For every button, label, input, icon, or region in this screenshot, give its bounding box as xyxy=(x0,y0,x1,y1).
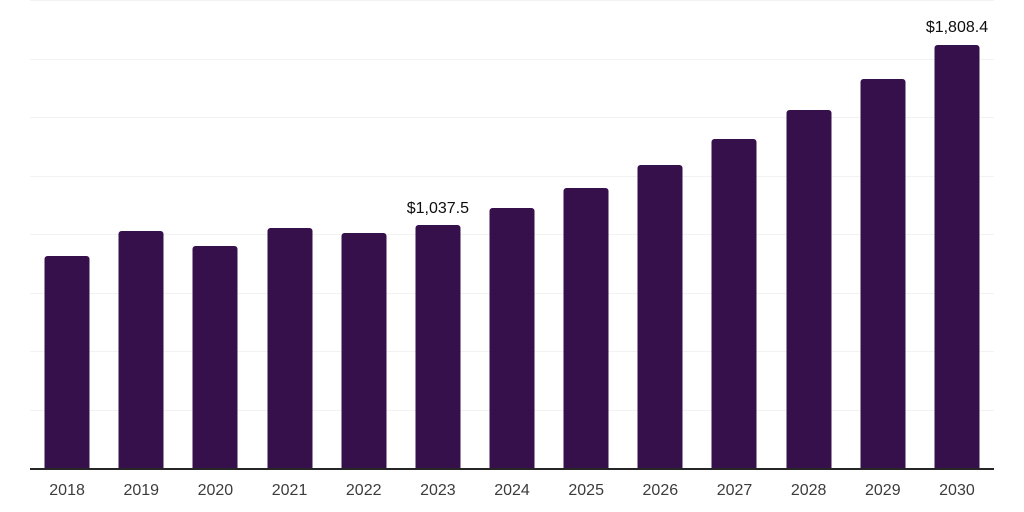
bar-cell-2026 xyxy=(623,0,697,468)
x-axis-line xyxy=(30,468,994,470)
bar-2030 xyxy=(934,44,980,468)
bar-cell-2027 xyxy=(697,0,771,468)
bar-2025 xyxy=(563,188,609,468)
x-tick-2025: 2025 xyxy=(568,482,604,499)
x-tick-2030: 2030 xyxy=(939,482,975,499)
x-tick-2019: 2019 xyxy=(123,482,160,499)
data-label-2023: $1,037.5 xyxy=(406,199,469,217)
bar-cell-2029 xyxy=(846,0,920,468)
x-tick-2023: 2023 xyxy=(420,482,456,499)
x-tick-2026: 2026 xyxy=(642,482,679,499)
bars-container: $1,037.5 $1,808.4 xyxy=(30,0,994,468)
bar-2021 xyxy=(267,228,313,468)
bar-2029 xyxy=(860,79,906,468)
bar-cell-2028 xyxy=(772,0,846,468)
gridline-1750 xyxy=(30,58,994,60)
bar-2018 xyxy=(44,256,90,468)
bar-cell-2030: $1,808.4 xyxy=(920,0,994,468)
bar-cell-2019 xyxy=(104,0,178,468)
bar-2026 xyxy=(637,165,683,468)
bar-2024 xyxy=(489,208,535,468)
gridline-1500 xyxy=(30,117,994,118)
gridline-1250 xyxy=(30,175,994,177)
x-axis-labels: 2018 2019 2020 2021 2022 2023 2024 2025 2026 2027… xyxy=(30,482,994,500)
x-tick-2021: 2021 xyxy=(271,482,308,499)
x-tick-2022: 2022 xyxy=(345,482,382,499)
bar-cell-2020 xyxy=(178,0,252,468)
x-tick-2027: 2027 xyxy=(716,482,753,499)
bar-cell-2023: $1,037.5 xyxy=(401,0,475,468)
bar-2027 xyxy=(711,138,757,468)
bar-cell-2022 xyxy=(327,0,401,468)
bar-2020 xyxy=(192,246,238,468)
bar-cell-2025 xyxy=(549,0,623,468)
bar-cell-2021 xyxy=(252,0,326,468)
x-tick-2024: 2024 xyxy=(494,482,530,499)
x-tick-2018: 2018 xyxy=(49,482,85,499)
bar-cell-2018 xyxy=(30,0,104,468)
gridline-2000 xyxy=(30,0,994,1)
bar-2019 xyxy=(118,230,164,468)
x-tick-2028: 2028 xyxy=(790,482,827,499)
data-label-2030: $1,808.4 xyxy=(925,19,989,37)
bar-cell-2024 xyxy=(475,0,549,468)
x-tick-2029: 2029 xyxy=(865,482,901,499)
bar-2022 xyxy=(341,233,387,468)
bar-2023 xyxy=(415,225,461,468)
x-tick-2020: 2020 xyxy=(197,482,234,499)
bar-2028 xyxy=(786,110,832,468)
